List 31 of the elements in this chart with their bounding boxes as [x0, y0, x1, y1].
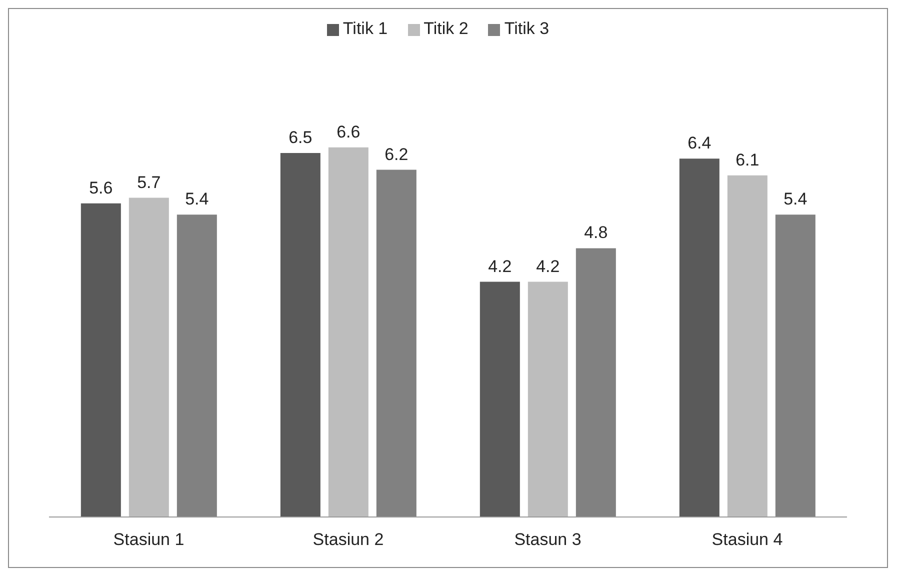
- bar: [480, 282, 520, 517]
- data-label: 4.2: [488, 256, 512, 276]
- data-label: 6.4: [688, 134, 712, 153]
- bar: [176, 214, 217, 517]
- legend-label: Titik 1: [342, 19, 388, 38]
- x-tick-label: Stasun 3: [514, 530, 582, 550]
- bar: [128, 198, 169, 517]
- data-label: 4.2: [536, 256, 560, 276]
- legend-label: Titik 2: [424, 19, 468, 38]
- bar: [328, 147, 368, 517]
- bar: [376, 170, 416, 517]
- bar: [775, 214, 816, 517]
- bar: [727, 175, 768, 517]
- data-label: 6.5: [288, 128, 312, 147]
- data-label: 5.4: [784, 190, 808, 209]
- data-label: 6.6: [336, 122, 360, 142]
- data-label: 6.2: [384, 144, 408, 164]
- data-label: 5.6: [89, 178, 113, 198]
- x-tick-label: Stasiun 2: [312, 530, 384, 550]
- bar: [280, 153, 320, 517]
- bar: [80, 203, 121, 517]
- data-label: 6.1: [736, 150, 760, 170]
- data-label: 5.7: [137, 172, 161, 192]
- data-label: 5.4: [185, 190, 209, 209]
- data-label: 4.8: [584, 223, 608, 242]
- legend-label: Titik 3: [504, 19, 550, 38]
- x-tick-label: Stasiun 1: [113, 530, 184, 550]
- bar: [528, 282, 568, 517]
- x-tick-label: Stasiun 4: [712, 530, 783, 550]
- bar: [576, 248, 616, 517]
- bar: [679, 158, 720, 517]
